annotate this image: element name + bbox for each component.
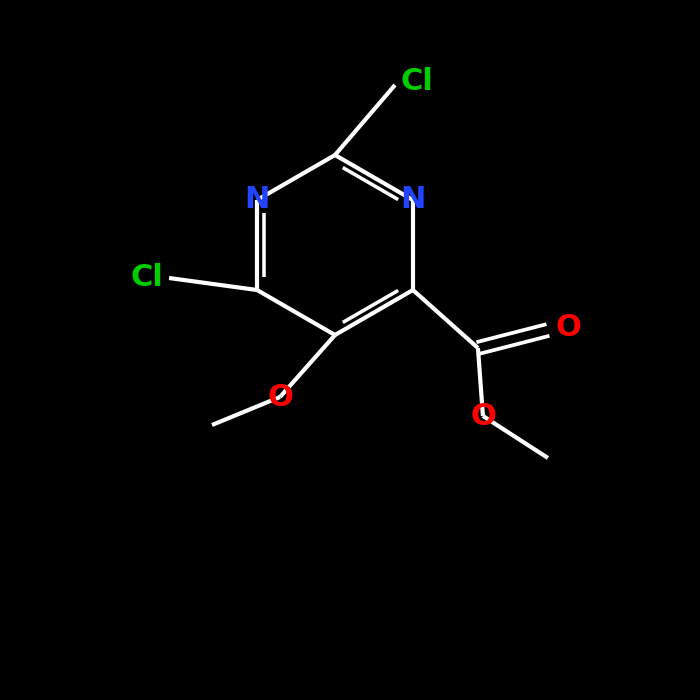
Text: O: O — [267, 382, 293, 412]
Text: Cl: Cl — [131, 263, 164, 293]
Text: O: O — [470, 402, 496, 430]
Text: N: N — [400, 186, 426, 214]
Text: O: O — [555, 314, 581, 342]
Text: N: N — [244, 186, 270, 214]
Text: Cl: Cl — [400, 66, 433, 95]
